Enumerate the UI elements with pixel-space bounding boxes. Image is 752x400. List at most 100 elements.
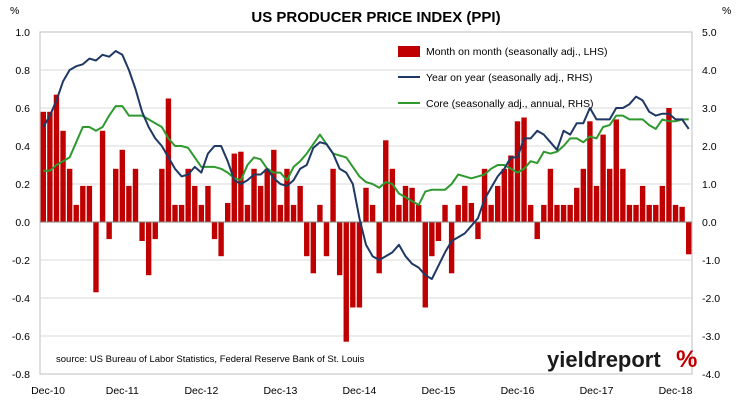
- mom-bar: [534, 222, 540, 240]
- mom-bar: [462, 185, 468, 222]
- mom-bar: [93, 222, 99, 293]
- core-line: [43, 105, 689, 206]
- mom-bar: [113, 168, 119, 222]
- series-lines: [42, 50, 690, 280]
- mom-bar: [593, 185, 600, 222]
- mom-bar: [244, 204, 251, 222]
- right-tick-label: -4.0: [702, 369, 720, 381]
- left-tick-label: 0.4: [15, 141, 30, 153]
- mom-bar: [415, 204, 422, 222]
- mom-bar: [106, 222, 112, 240]
- mom-bar: [639, 185, 646, 222]
- mom-bar: [172, 204, 178, 222]
- x-tick-label: Dec-17: [580, 385, 614, 397]
- mom-bar: [396, 204, 402, 222]
- mom-bar: [231, 153, 237, 222]
- mom-bar: [448, 222, 455, 274]
- yieldreport-logo: yieldreport %: [547, 346, 697, 373]
- mom-bar: [606, 168, 613, 222]
- mom-bars: [40, 94, 692, 342]
- mom-bar: [126, 185, 132, 222]
- mom-bar: [613, 119, 619, 222]
- mom-bar: [600, 134, 606, 222]
- mom-bar: [264, 168, 270, 222]
- mom-bar: [152, 222, 158, 240]
- mom-bar: [376, 222, 382, 274]
- mom-bar: [297, 185, 303, 222]
- mom-bar: [369, 204, 376, 222]
- x-tick-label: Dec-16: [501, 385, 535, 397]
- mom-bar: [317, 204, 323, 222]
- source-note: source: US Bureau of Labor Statistics, F…: [56, 354, 365, 365]
- mom-bar: [567, 204, 573, 222]
- right-tick-label: 2.0: [702, 141, 717, 153]
- right-tick-label: 1.0: [702, 179, 717, 191]
- mom-bar: [646, 204, 652, 222]
- left-tick-label: 0.0: [15, 217, 30, 229]
- mom-bar: [290, 204, 297, 222]
- left-tick-label: 1.0: [15, 27, 30, 39]
- mom-bar: [336, 222, 343, 276]
- mom-bar: [363, 187, 369, 222]
- mom-bar: [139, 222, 145, 241]
- logo-text: yieldreport: [547, 347, 661, 372]
- mom-bar: [508, 155, 514, 222]
- x-axis-ticks: Dec-10 Dec-11 Dec-12 Dec-13 Dec-14 Dec-15 Dec-…: [31, 385, 693, 397]
- mom-bar: [488, 204, 494, 222]
- mom-bar: [145, 222, 152, 276]
- x-tick-label: Dec-12: [184, 385, 218, 397]
- mom-bar: [284, 168, 290, 222]
- mom-bar: [323, 222, 330, 257]
- mom-bar: [389, 168, 396, 222]
- mom-bar: [119, 149, 126, 222]
- mom-bar: [73, 204, 79, 222]
- mom-bar: [178, 204, 185, 222]
- mom-bar: [271, 149, 277, 222]
- mom-bar: [251, 168, 257, 222]
- mom-bar: [343, 222, 349, 342]
- mom-bar: [475, 222, 481, 240]
- left-tick-label: 0.8: [15, 65, 30, 77]
- legend-label-core: Core (seasonally adj., annual, RHS): [426, 98, 594, 110]
- mom-bar: [211, 222, 218, 240]
- mom-bar: [554, 204, 560, 222]
- right-tick-label: 3.0: [702, 103, 717, 115]
- logo-percent-icon: %: [676, 346, 697, 373]
- left-tick-label: -0.2: [12, 255, 30, 267]
- right-tick-label: 0.0: [702, 217, 717, 229]
- mom-bar: [672, 204, 679, 222]
- mom-bar: [80, 185, 86, 222]
- mom-bar: [86, 185, 93, 222]
- mom-bar: [225, 203, 231, 222]
- chart-title: US PRODUCER PRICE INDEX (PPI): [251, 9, 500, 26]
- left-tick-label: -0.6: [12, 331, 30, 343]
- legend-swatch-mom: [398, 46, 420, 57]
- mom-bar: [165, 98, 172, 222]
- right-tick-label: 5.0: [702, 27, 717, 39]
- mom-bar: [686, 222, 692, 255]
- x-tick-label: Dec-13: [263, 385, 297, 397]
- mom-bar: [429, 222, 435, 257]
- mom-bar: [192, 185, 198, 222]
- mom-bar: [633, 204, 639, 222]
- mom-bar: [541, 204, 547, 222]
- mom-bar: [185, 168, 191, 222]
- mom-bar: [659, 185, 666, 222]
- mom-bar: [198, 204, 205, 222]
- mom-bar: [356, 222, 363, 308]
- mom-bar: [205, 185, 211, 222]
- mom-bar: [40, 111, 46, 222]
- mom-bar: [257, 185, 264, 222]
- mom-bar: [574, 187, 580, 222]
- mom-bar: [679, 206, 685, 222]
- left-tick-label: -0.4: [12, 293, 30, 305]
- mom-bar: [547, 168, 554, 222]
- mom-bar: [350, 222, 356, 308]
- mom-bar: [527, 204, 534, 222]
- mom-bar: [435, 222, 442, 241]
- mom-bar: [159, 168, 165, 222]
- mom-bar: [47, 111, 53, 222]
- mom-bar: [99, 130, 106, 222]
- right-tick-label: -3.0: [702, 331, 720, 343]
